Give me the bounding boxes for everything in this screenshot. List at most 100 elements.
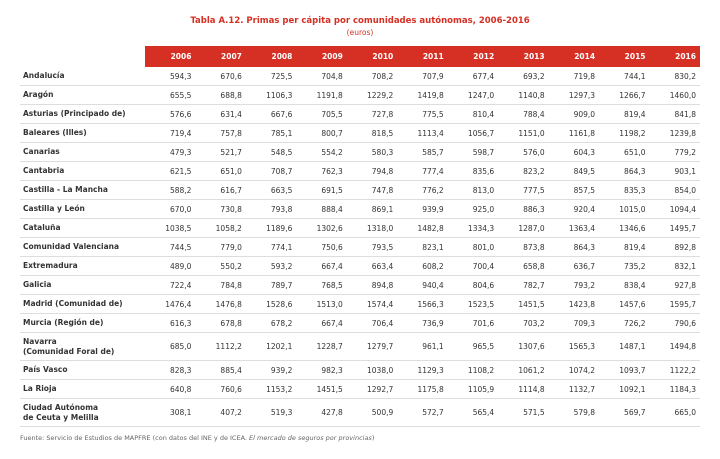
cell: 479,3: [145, 142, 196, 162]
cell: 722,4: [145, 275, 196, 295]
cell: 719,8: [548, 67, 600, 86]
cell: 793,5: [346, 237, 398, 257]
column-header: 2012: [447, 46, 499, 67]
cell: 693,2: [498, 67, 549, 86]
cell: 678,8: [195, 313, 246, 333]
cell: 1061,2: [498, 360, 549, 380]
cell: 777,5: [498, 180, 549, 200]
cell: 819,4: [599, 104, 650, 124]
data-table: 2006 2007 2008 2009 2010 2011 2012 2013 2014 2015…: [20, 46, 700, 427]
cell: 1266,7: [599, 85, 650, 105]
cell: 1140,8: [498, 85, 549, 105]
cell: 308,1: [145, 398, 196, 427]
row-label: Aragón: [20, 85, 145, 105]
cell: 1307,6: [498, 332, 549, 361]
cell: 708,2: [346, 67, 398, 86]
column-header: 2008: [245, 46, 297, 67]
cell: 1247,0: [447, 85, 499, 105]
cell: 1451,5: [498, 294, 549, 314]
cell: 663,4: [346, 256, 398, 276]
cell: 1595,7: [649, 294, 700, 314]
corner: [20, 46, 145, 67]
cell: 818,5: [346, 123, 398, 143]
cell: 1113,4: [397, 123, 448, 143]
cell: 1574,4: [346, 294, 398, 314]
cell: 940,4: [397, 275, 448, 295]
table-row: Murcia (Región de) 616,3 678,8 678,2 667,4 70…: [20, 313, 700, 333]
cell: 744,1: [599, 67, 650, 86]
row-label: Andalucía: [20, 67, 145, 86]
cell: 1528,6: [245, 294, 297, 314]
cell: 1229,2: [346, 85, 398, 105]
cell: 788,4: [498, 104, 549, 124]
cell: 819,4: [599, 237, 650, 257]
cell: 823,2: [498, 161, 549, 181]
cell: 1112,2: [195, 332, 246, 361]
table-row: Navarra (Comunidad Foral de) 685,0 1112,2 1…: [20, 332, 700, 361]
cell: 594,3: [145, 67, 196, 86]
source-title: El mercado de seguros por provincias: [249, 434, 372, 442]
cell: 1482,8: [397, 218, 448, 238]
cell: 1106,3: [245, 85, 297, 105]
cell: 804,6: [447, 275, 499, 295]
row-label: Navarra (Comunidad Foral de): [20, 332, 145, 361]
cell: 776,2: [397, 180, 448, 200]
cell: 550,2: [195, 256, 246, 276]
cell: 688,8: [195, 85, 246, 105]
cell: 832,1: [649, 256, 700, 276]
cell: 651,0: [599, 142, 650, 162]
cell: 785,1: [245, 123, 297, 143]
cell: 489,0: [145, 256, 196, 276]
cell: 793,2: [548, 275, 600, 295]
cell: 869,1: [346, 199, 398, 219]
cell: 569,7: [599, 398, 650, 427]
table-row: Galicia 722,4 784,8 789,7 768,5 894,8 940,4 804…: [20, 275, 700, 295]
cell: 1292,7: [346, 379, 398, 399]
cell: 706,4: [346, 313, 398, 333]
cell: 665,0: [649, 398, 700, 427]
cell: 1038,5: [145, 218, 196, 238]
title-block: Tabla A.12. Primas per cápita por comuni…: [0, 16, 720, 38]
cell: 841,8: [649, 104, 700, 124]
row-label: Cantabria: [20, 161, 145, 181]
cell: 1161,8: [548, 123, 600, 143]
cell: 1513,0: [296, 294, 347, 314]
column-header: 2006: [145, 46, 196, 67]
cell: 823,1: [397, 237, 448, 257]
cell: 640,8: [145, 379, 196, 399]
cell: 903,1: [649, 161, 700, 181]
cell: 1198,2: [599, 123, 650, 143]
source: Fuente: Servicio de Estudios de MAPFRE (…: [20, 434, 250, 442]
cell: 1451,5: [296, 379, 347, 399]
cell: 735,2: [599, 256, 650, 276]
cell: 757,8: [195, 123, 246, 143]
cell: 1495,7: [649, 218, 700, 238]
cell: 1114,8: [498, 379, 549, 399]
cell: 927,8: [649, 275, 700, 295]
column-header: 2010: [346, 46, 398, 67]
cell: 777,4: [397, 161, 448, 181]
cell: 925,0: [447, 199, 499, 219]
title: Tabla A.12. Primas per cápita por comuni…: [190, 16, 530, 26]
column-header: 2014: [548, 46, 600, 67]
cell: 604,3: [548, 142, 600, 162]
table-row: Extremadura 489,0 550,2 593,2 667,4 663,4 608,…: [20, 256, 700, 276]
cell: 813,0: [447, 180, 499, 200]
cell: 579,8: [548, 398, 600, 427]
cell: 1287,0: [498, 218, 549, 238]
cell: 685,0: [145, 332, 196, 361]
cell: 576,6: [145, 104, 196, 124]
cell: 1318,0: [346, 218, 398, 238]
cell: 576,0: [498, 142, 549, 162]
row-label: Castilla y León: [20, 199, 145, 219]
cell: 1460,0: [649, 85, 700, 105]
cell: 1093,7: [599, 360, 650, 380]
cell: 1565,3: [548, 332, 600, 361]
cell: 727,8: [346, 104, 398, 124]
cell: 886,3: [498, 199, 549, 219]
cell: 554,2: [296, 142, 347, 162]
cell: 571,5: [498, 398, 549, 427]
column-header: 2013: [498, 46, 549, 67]
cell: 939,9: [397, 199, 448, 219]
